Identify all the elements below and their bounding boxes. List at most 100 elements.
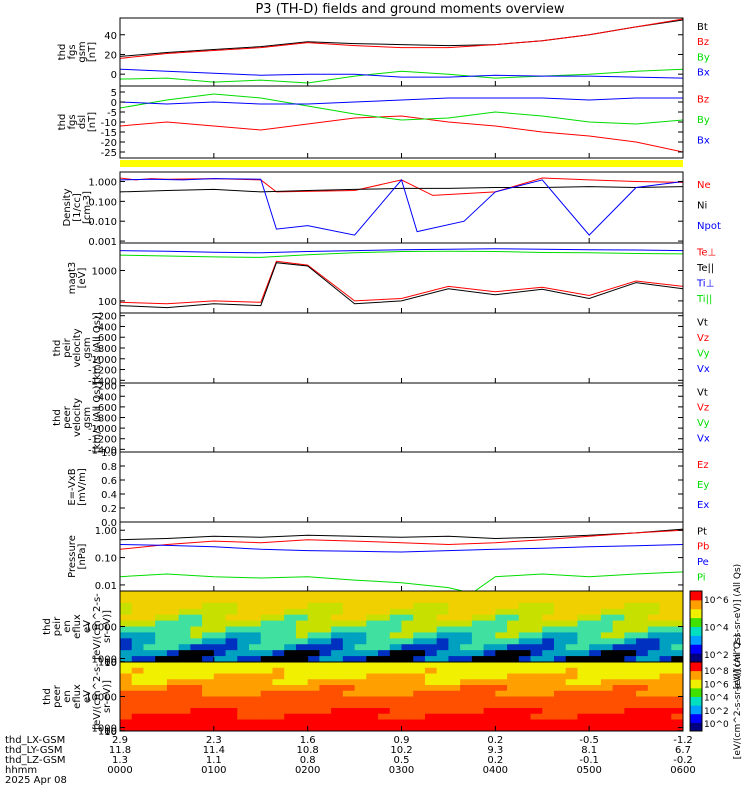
y-tick-label: -15 xyxy=(101,128,117,139)
spectrogram-cell xyxy=(190,596,203,604)
colorbar-label: [eV/(cm^2-s-sr-eV)] (All Qs) xyxy=(733,634,743,759)
spectrogram-cell xyxy=(178,632,191,639)
spectrogram-cell xyxy=(507,602,520,610)
spectrogram-cell xyxy=(507,690,520,697)
legend-Pi: Pi xyxy=(697,572,706,583)
spectrogram-cell xyxy=(471,626,485,633)
spectrogram-cell xyxy=(178,608,191,616)
spectrogram-cell xyxy=(237,656,250,663)
spectrogram-cell xyxy=(202,650,215,657)
spectrogram-cell xyxy=(366,725,379,732)
y-tick-label: -200 xyxy=(94,312,117,323)
spectrogram-cell xyxy=(471,608,485,616)
axis-row-value: 2.9 xyxy=(112,735,128,746)
spectrogram-cell xyxy=(413,690,426,697)
spectrogram-cell xyxy=(260,679,273,686)
spectrogram-cell xyxy=(213,632,227,639)
panel-fgs_dsl: Bz By Bx -25-20-15-10-505 thd fgs dsl [nT] xyxy=(57,85,710,159)
spectrogram-cell xyxy=(354,696,367,703)
spectrogram-cell xyxy=(319,673,332,680)
spectrogram-cell xyxy=(202,725,215,732)
spectrogram-cell xyxy=(272,602,285,610)
spectrogram-cell xyxy=(237,632,250,639)
spectrogram-cell xyxy=(647,591,661,598)
spectrogram-cell xyxy=(307,591,320,598)
y-axis-label: E=-VxB xyxy=(67,468,78,505)
spectrogram-cell xyxy=(378,662,391,669)
spectrogram-cell xyxy=(166,608,180,616)
spectrogram-cell xyxy=(155,725,168,732)
spectrogram-cell xyxy=(659,650,672,657)
spectrogram-cell xyxy=(378,702,391,709)
spectrogram-cell xyxy=(507,656,520,663)
spectrogram-cell xyxy=(553,638,567,645)
y-tick-label: -5 xyxy=(107,108,117,119)
series-line-Pt xyxy=(120,528,683,541)
spectrogram-cell xyxy=(659,596,672,604)
spectrogram-cell xyxy=(483,620,496,627)
spectrogram-cell xyxy=(530,725,543,732)
spectrogram-cell xyxy=(624,713,637,720)
spectrogram-cell xyxy=(636,614,649,622)
spectrogram-cell xyxy=(413,632,426,639)
y-tick-label: -600 xyxy=(94,333,117,344)
spectrogram-cell xyxy=(354,685,367,692)
spectrogram-cell xyxy=(354,679,367,686)
spectrogram-cell xyxy=(553,632,567,639)
spectrogram-cell xyxy=(424,614,438,622)
spectrogram-cell xyxy=(624,667,637,674)
spectrogram-cell xyxy=(178,713,191,720)
spectrogram-cell xyxy=(295,679,309,686)
spectrogram-cell xyxy=(424,596,438,604)
colorbar-label: [eV/(cm^2-s-sr-eV)] (All Qs) xyxy=(733,564,743,689)
spectrogram-cell xyxy=(331,638,344,645)
y-tick-label: 1000 xyxy=(92,724,117,735)
spectrogram-cell xyxy=(401,685,414,692)
spectrogram-cell xyxy=(131,679,144,686)
spectrogram-cell xyxy=(166,713,180,720)
spectrogram-cell xyxy=(307,713,320,720)
spectrogram-cell xyxy=(495,614,508,622)
spectrogram-cell xyxy=(319,596,332,604)
series-line-Te⊥ xyxy=(120,260,683,305)
spectrogram-cell xyxy=(249,591,262,598)
spectrogram-cell xyxy=(331,602,344,610)
spectrogram-cell xyxy=(319,620,332,627)
spectrogram-cell xyxy=(260,702,273,709)
spectrogram-cell xyxy=(436,632,449,639)
spectrogram-cell xyxy=(378,650,391,657)
spectrogram-cell xyxy=(436,725,449,732)
spectrogram-cell xyxy=(389,656,402,663)
spectrogram-cell xyxy=(237,614,250,622)
spectrogram-cell xyxy=(483,667,496,674)
spectrogram-cell xyxy=(260,644,273,651)
spectrogram-cell xyxy=(636,662,649,669)
spectrogram-cell xyxy=(530,708,543,715)
spectrogram-cell xyxy=(202,673,215,680)
spectrogram-cell xyxy=(342,638,356,645)
spectrogram-cell xyxy=(401,591,414,598)
spectrogram-cell xyxy=(202,667,215,674)
spectrogram-cell xyxy=(155,650,168,657)
spectrogram-cell xyxy=(249,673,262,680)
spectrogram-cell xyxy=(284,596,297,604)
spectrogram-cell xyxy=(424,713,438,720)
spectrogram-cell xyxy=(483,656,496,663)
spectrogram-cell xyxy=(659,685,672,692)
y-tick-label: 0.010 xyxy=(88,217,117,228)
spectrogram-cell xyxy=(495,620,508,627)
spectrogram-cell xyxy=(495,591,508,598)
spectrogram-cell xyxy=(600,719,614,726)
spectrogram-cell xyxy=(143,713,156,720)
spectrogram-cell xyxy=(225,662,238,669)
y-axis-label: Density xyxy=(62,188,73,226)
spectrogram-cell xyxy=(307,725,320,732)
spectrogram-cell xyxy=(483,708,496,715)
spectrogram-cell xyxy=(507,626,520,633)
spectrogram-cell xyxy=(471,596,485,604)
spectrogram-cell xyxy=(565,608,578,616)
spectrogram-cell xyxy=(495,626,508,633)
spectrogram-cell xyxy=(542,602,555,610)
axis-row-value: 0200 xyxy=(295,765,320,776)
